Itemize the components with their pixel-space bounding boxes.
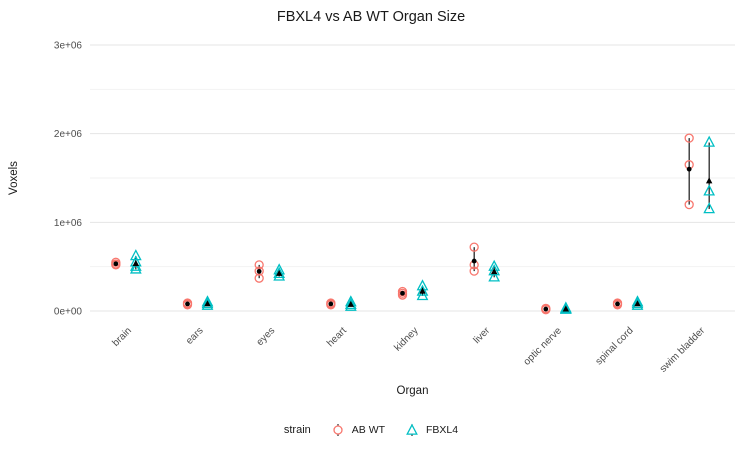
svg-text:ears: ears: [184, 325, 206, 347]
data-point-circle: [541, 305, 551, 315]
data-point-circle: [469, 242, 479, 252]
svg-text:spinal cord: spinal cord: [594, 325, 636, 367]
legend-items: AB WT FBXL4: [329, 421, 458, 439]
svg-text:brain: brain: [110, 325, 134, 349]
mean-marker: [419, 287, 426, 294]
mean-marker: [471, 258, 477, 264]
data-point-circle: [684, 199, 694, 210]
mean-marker: [400, 290, 405, 296]
mean-marker: [113, 261, 119, 267]
data-point-circle: [254, 266, 264, 276]
mean-marker: [634, 300, 641, 307]
series-fbxl4: [129, 135, 716, 314]
mean-marker: [204, 300, 211, 307]
data-point-circle: [469, 266, 479, 276]
data-point-triangle: [129, 249, 142, 261]
svg-text:swim bladder: swim bladder: [658, 325, 708, 375]
x-axis-tick-labels: brain ears eyes heart kidney liver optic nerve…: [110, 325, 707, 375]
svg-text:kidney: kidney: [392, 325, 420, 353]
mean-marker: [275, 269, 283, 276]
svg-text:eyes: eyes: [255, 325, 278, 348]
circle-key-icon: [333, 424, 343, 436]
svg-text:optic nerve: optic nerve: [522, 325, 565, 368]
legend-title: strain: [283, 424, 311, 436]
mean-marker: [256, 268, 262, 274]
data-point-circle: [684, 133, 694, 143]
data-point-triangle: [129, 262, 142, 274]
data-point-triangle: [631, 298, 644, 310]
mean-marker: [132, 259, 140, 266]
x-axis-title: Organ: [396, 385, 429, 397]
series-ab-wt: [111, 133, 694, 315]
mean-marker: [615, 301, 620, 307]
svg-text:liver: liver: [472, 325, 493, 346]
chart-svg: 0e+00 1e+06 2e+06 3e+06 brain ears eyes heart ki…: [54, 41, 735, 375]
data-point-triangle: [201, 298, 214, 310]
data-point-circle: [182, 300, 193, 310]
legend-item-label: AB WT: [351, 424, 386, 436]
gridlines-major: [90, 44, 735, 312]
data-point-triangle: [559, 302, 572, 314]
mean-marker: [328, 301, 334, 307]
svg-text:0e+00: 0e+00: [54, 307, 83, 318]
data-point-triangle: [488, 264, 501, 276]
mean-marker: [562, 305, 570, 312]
svg-text:1e+06: 1e+06: [54, 218, 83, 229]
data-point-triangle: [488, 270, 501, 282]
data-point-triangle: [201, 296, 214, 309]
mean-marker: [347, 300, 355, 307]
mean-marker: [543, 306, 549, 312]
legend: strain AB WT FBXL4: [0, 421, 742, 439]
data-point-circle: [326, 300, 336, 310]
data-point-triangle: [703, 202, 716, 214]
svg-text:2e+06: 2e+06: [54, 129, 83, 140]
data-point-triangle: [416, 284, 429, 296]
data-point-triangle: [416, 289, 429, 301]
data-point-circle: [612, 300, 623, 310]
chart-title: FBXL4 vs AB WT Organ Size: [276, 9, 466, 25]
gridlines-minor: [90, 88, 735, 268]
mean-marker: [185, 301, 190, 307]
data-point-triangle: [703, 184, 716, 196]
legend-item-ab-wt: AB WT: [329, 421, 385, 439]
svg-text:3e+06: 3e+06: [54, 41, 83, 52]
mean-marker: [490, 268, 498, 275]
mean-marker: [705, 177, 713, 184]
data-point-triangle: [273, 266, 286, 279]
legend-item-label: FBXL4: [426, 424, 459, 436]
data-point-triangle: [344, 297, 357, 310]
y-axis-tick-labels: 0e+00 1e+06 2e+06 3e+06: [54, 41, 83, 318]
data-point-circle: [254, 260, 264, 270]
data-point-triangle: [703, 135, 716, 147]
triangle-key-icon: [406, 423, 418, 436]
svg-text:heart: heart: [325, 325, 349, 349]
y-axis-title: Voxels: [8, 161, 20, 195]
data-point-circle: [254, 273, 264, 283]
data-point-circle: [111, 260, 121, 270]
data-point-triangle: [631, 296, 644, 309]
mean-marker: [686, 166, 692, 172]
legend-item-fbxl4: FBXL4: [403, 421, 458, 439]
